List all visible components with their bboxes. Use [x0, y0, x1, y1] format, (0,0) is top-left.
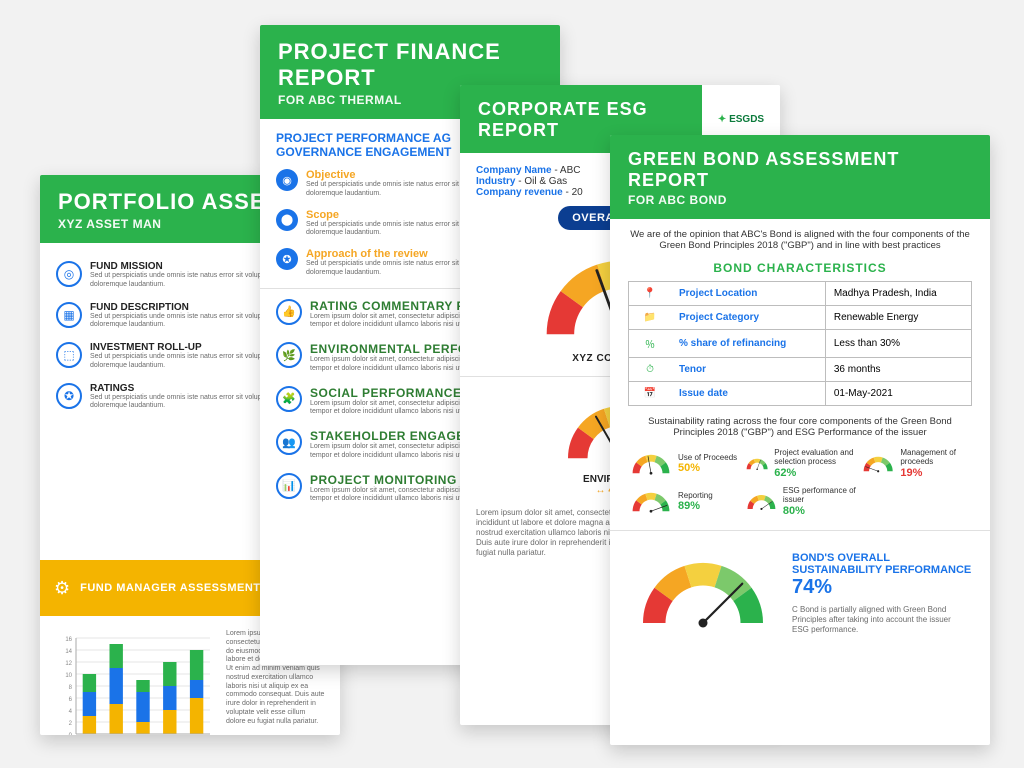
- row-key: Project Location: [671, 282, 825, 306]
- objective-icon: ⬤: [276, 209, 298, 231]
- page-green-bond: GREEN BOND ASSESSMENT REPORT FOR ABC BON…: [610, 135, 990, 745]
- mini-gauge-label: Use of Proceeds: [678, 454, 737, 463]
- row-icon: 📅: [629, 382, 672, 406]
- overall-score: 74%: [792, 576, 971, 599]
- mini-gauge-score: 80%: [783, 505, 856, 517]
- row-key: Issue date: [671, 382, 825, 406]
- bond-table-row: 📍 Project Location Madhya Pradesh, India: [629, 282, 972, 306]
- bond-table-row: 📅 Issue date 01-May-2021: [629, 382, 972, 406]
- opinion-text: We are of the opinion that ABC's Bond is…: [628, 229, 972, 251]
- bond-table-row: 📁 Project Category Renewable Energy: [629, 306, 972, 330]
- svg-text:6: 6: [69, 697, 73, 703]
- fund-item-icon: ⬚: [56, 342, 82, 368]
- page2-title: PROJECT FINANCE REPORT: [278, 39, 542, 91]
- svg-text:16: 16: [65, 637, 72, 643]
- overall-note: C Bond is partially aligned with Green B…: [792, 605, 962, 635]
- section-icon: 🌿: [276, 342, 302, 368]
- svg-text:4: 4: [69, 709, 73, 715]
- mini-gauge: Project evaluation and selection process…: [744, 448, 856, 480]
- overall-label-1: BOND'S OVERALL: [792, 552, 971, 564]
- rating-intro: Sustainability rating across the four co…: [628, 416, 972, 438]
- mini-gauge-label: Project evaluation and selection process: [774, 449, 856, 467]
- mini-gauge: Management of proceeds 19%: [860, 448, 972, 480]
- row-value: Madhya Pradesh, India: [825, 282, 971, 306]
- overall-label-2: SUSTAINABILITY PERFORMANCE: [792, 564, 971, 576]
- mini-gauge: ESG performance of issuer 80%: [744, 486, 856, 518]
- row-icon: 📍: [629, 282, 672, 306]
- bond-table-row: ⏱ Tenor 36 months: [629, 358, 972, 382]
- section-icon: 📊: [276, 473, 302, 499]
- fund-item-icon: ✪: [56, 383, 82, 409]
- mini-gauge-grid: Use of Proceeds 50%Project evaluation an…: [628, 448, 972, 518]
- svg-text:8: 8: [69, 685, 73, 691]
- row-value: Renewable Energy: [825, 306, 971, 330]
- row-icon: 📁: [629, 306, 672, 330]
- mini-gauge-label: Reporting: [678, 492, 713, 501]
- mini-gauge-label: ESG performance of issuer: [783, 487, 856, 505]
- svg-text:10: 10: [65, 673, 72, 679]
- page4-subtitle: FOR ABC BOND: [628, 193, 972, 207]
- row-value: 36 months: [825, 358, 971, 382]
- section-icon: 👥: [276, 429, 302, 455]
- section-icon: 👍: [276, 299, 302, 325]
- mini-gauge: Reporting 89%: [628, 486, 740, 518]
- row-value: Less than 30%: [825, 330, 971, 358]
- section-icon: 🧩: [276, 386, 302, 412]
- row-value: 01-May-2021: [825, 382, 971, 406]
- mini-gauge: Use of Proceeds 50%: [628, 448, 740, 480]
- objective-icon: ◉: [276, 169, 298, 191]
- page4-header: GREEN BOND ASSESSMENT REPORT FOR ABC BON…: [610, 135, 990, 219]
- page4-title: GREEN BOND ASSESSMENT REPORT: [628, 149, 972, 191]
- svg-text:12: 12: [65, 661, 72, 667]
- mini-gauge-score: 89%: [678, 500, 713, 512]
- bond-table-row: ％ % share of refinancing Less than 30%: [629, 330, 972, 358]
- fund-manager-label: FUND MANAGER ASSESSMENT: [80, 582, 260, 594]
- stacked-bar-chart: 024681012141620172018201920202021: [54, 630, 214, 735]
- bond-characteristics-heading: BOND CHARACTERISTICS: [628, 261, 972, 275]
- row-key: Tenor: [671, 358, 825, 382]
- mini-gauge-score: 50%: [678, 462, 737, 474]
- gear-icon: ⚙: [54, 578, 70, 599]
- fund-item-icon: ▦: [56, 302, 82, 328]
- mini-gauge-score: 62%: [774, 467, 856, 479]
- mini-gauge-score: 19%: [900, 467, 972, 479]
- row-key: % share of refinancing: [671, 330, 825, 358]
- svg-text:0: 0: [69, 733, 73, 735]
- row-icon: ⏱: [629, 358, 672, 382]
- objective-icon: ✪: [276, 248, 298, 270]
- overall-performance-gauge: [628, 543, 778, 643]
- fund-item-icon: ◎: [56, 261, 82, 287]
- bond-characteristics-table: 📍 Project Location Madhya Pradesh, India…: [628, 281, 972, 406]
- svg-text:2: 2: [69, 721, 73, 727]
- mini-gauge-label: Management of proceeds: [900, 449, 972, 467]
- row-icon: ％: [629, 330, 672, 358]
- svg-text:14: 14: [65, 649, 72, 655]
- row-key: Project Category: [671, 306, 825, 330]
